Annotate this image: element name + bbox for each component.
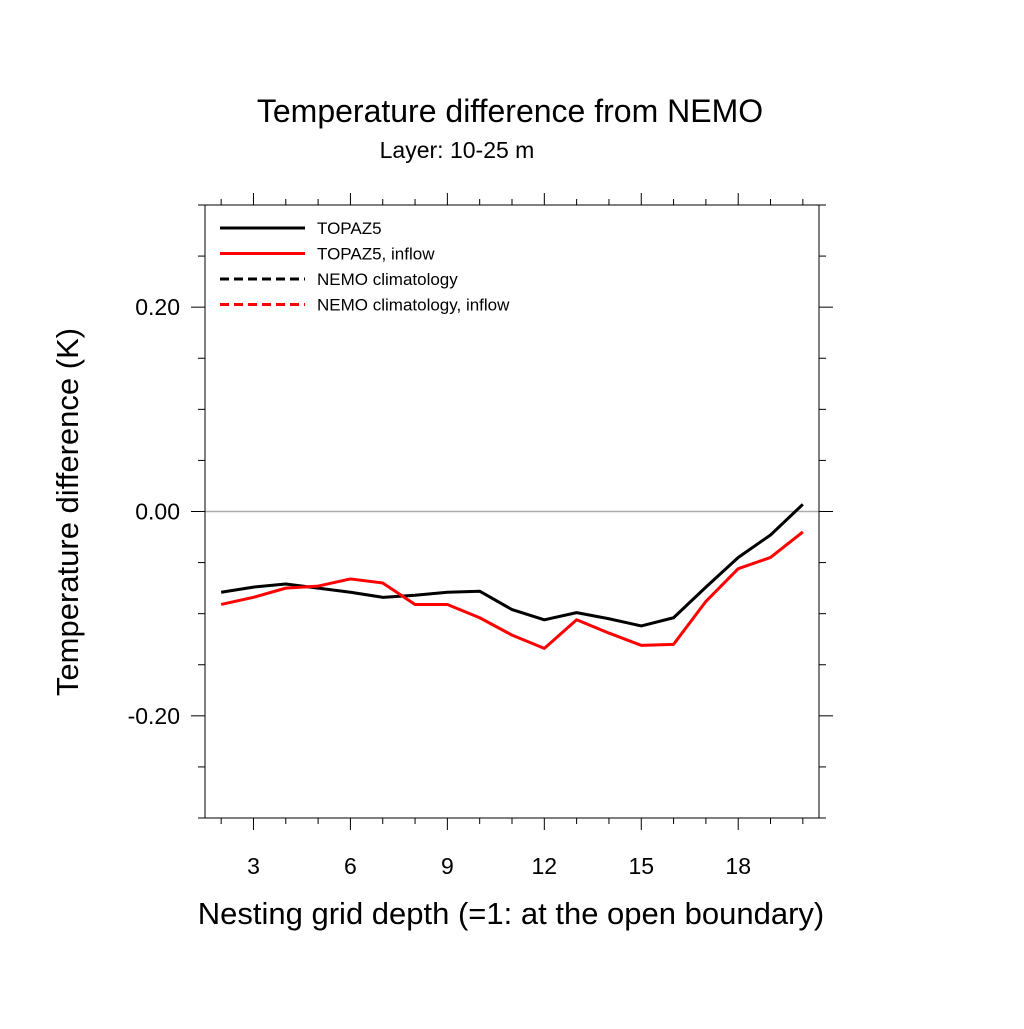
x-tick-label: 9 [441,853,454,879]
chart-title: Temperature difference from NEMO [257,93,763,129]
x-tick-label: 18 [725,853,751,879]
plot-frame [204,204,820,819]
legend-label: NEMO climatology, inflow [317,296,510,315]
chart-subtitle: Layer: 10-25 m [380,137,535,163]
x-tick-label: 3 [247,853,260,879]
x-tick-label: 15 [628,853,654,879]
series-line-1 [220,530,804,650]
x-tick-label: 12 [532,853,558,879]
y-axis-label: Temperature difference (K) [50,328,85,696]
series-line-0 [220,503,804,628]
legend-label: TOPAZ5, inflow [317,245,435,264]
legend-label: TOPAZ5 [317,219,382,238]
legend: TOPAZ5 TOPAZ5, inflow NEMO climatology NEMO… [220,219,510,315]
plot-area: 3 6 9 12 15 18 0.20 0.00 -0.20 [128,193,833,879]
legend-label: NEMO climatology [317,270,458,289]
y-tick-label: 0.20 [135,294,180,320]
x-tick-label: 6 [344,853,357,879]
y-tick-label: 0.00 [135,499,180,525]
y-tick-label: -0.20 [128,703,180,729]
x-axis-label: Nesting grid depth (=1: at the open boun… [198,896,824,931]
